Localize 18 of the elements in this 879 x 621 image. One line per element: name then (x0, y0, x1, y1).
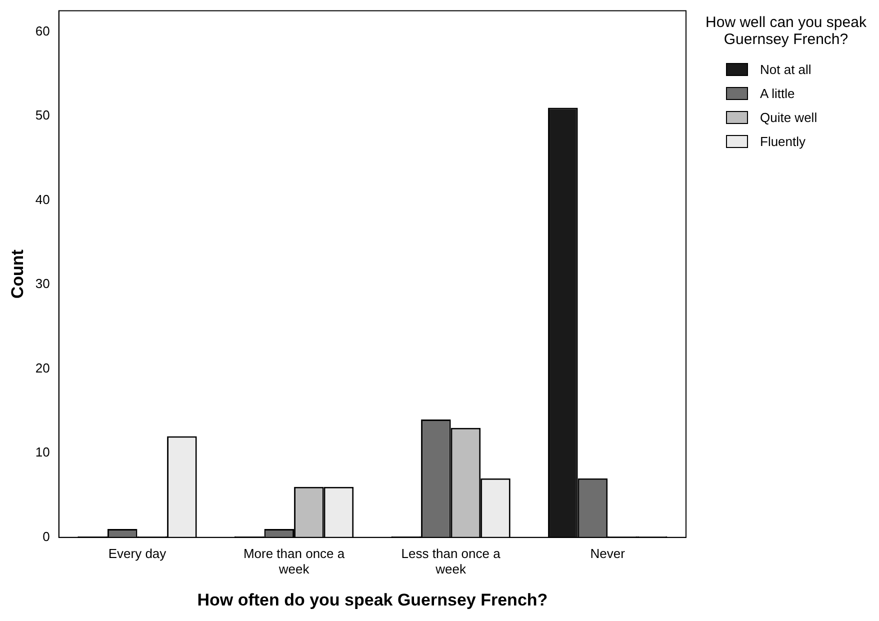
y-tick-label: 0 (42, 528, 50, 544)
x-tick-label: Never (590, 546, 626, 561)
x-tick-label: More than once a week (243, 546, 346, 576)
y-tick-label: 40 (35, 192, 50, 207)
legend-label: Quite well (760, 110, 818, 125)
y-tick-label: 30 (35, 276, 50, 292)
legend-label: Not at all (760, 62, 812, 77)
y-tick-label: 10 (35, 444, 50, 460)
y-axis-title: Count (8, 249, 27, 299)
y-tick-label: 50 (35, 108, 50, 123)
x-tick-label: Every day (108, 546, 167, 561)
x-tick-label: Less than once a week (401, 546, 502, 576)
x-axis-title: How often do you speak Guernsey French? (197, 590, 548, 610)
y-tick-label: 20 (35, 360, 50, 376)
legend-label: Fluently (760, 134, 806, 149)
legend-title: How well can you speak Guernsey French? (704, 14, 868, 48)
legend-label: A little (760, 86, 795, 101)
y-tick-label: 60 (35, 23, 50, 38)
